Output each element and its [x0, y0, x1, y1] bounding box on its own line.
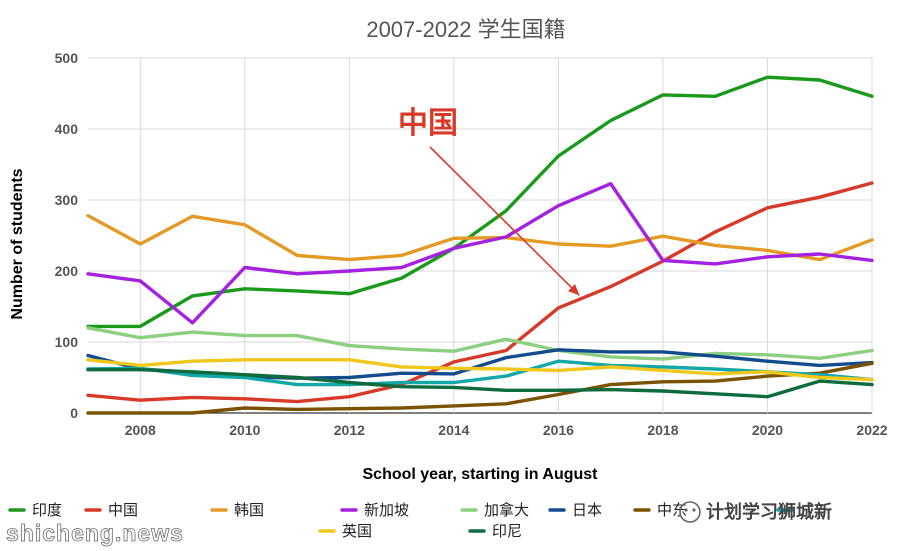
series-line: [86, 181, 874, 325]
series-lines: [86, 75, 874, 415]
series-line: [86, 75, 874, 329]
annotation-arrowhead: [567, 284, 580, 296]
series-line: [86, 359, 874, 387]
y-tick-label: 300: [55, 192, 79, 208]
x-tick-label: 2008: [125, 422, 156, 438]
series-line: [86, 213, 874, 262]
legend-label: 日本: [572, 502, 602, 519]
x-tick-label: 2012: [334, 422, 365, 438]
legend-label: 中国: [108, 502, 138, 519]
legend-label: 印度: [32, 502, 62, 519]
x-tick-label: 2010: [229, 422, 260, 438]
series-line: [86, 181, 874, 404]
series-line: [86, 361, 874, 415]
legend-label: 加拿大: [484, 501, 529, 519]
x-tick-label: 2022: [856, 422, 887, 438]
watermark-logo: [679, 501, 701, 523]
y-tick-label: 100: [55, 334, 79, 350]
y-tick-label: 200: [55, 263, 79, 279]
series-line: [86, 368, 874, 399]
x-tick-label: 2016: [543, 422, 574, 438]
y-tick-label: 500: [55, 50, 79, 66]
legend-label: 中东: [657, 502, 687, 519]
chart-title: 2007-2022 学生国籍: [366, 17, 565, 42]
y-axis-ticks: 0 100 200 300 400 500: [55, 50, 79, 421]
series-line: [86, 326, 874, 361]
series-line: [86, 358, 874, 382]
x-tick-label: 2014: [438, 422, 469, 438]
x-tick-label: 2018: [647, 422, 678, 438]
legend-label: 新加坡: [364, 502, 409, 519]
y-tick-label: 400: [55, 121, 79, 137]
legend-label: 印尼: [492, 523, 522, 540]
watermark-site: shicheng.news: [6, 520, 184, 546]
legend-label: 韩国: [234, 502, 264, 519]
x-axis-label: School year, starting in August: [363, 466, 599, 483]
y-tick-label: 0: [70, 405, 78, 421]
annotations: 中国: [398, 107, 580, 296]
watermark-text: 计划学习狮城新: [706, 501, 832, 522]
x-axis-ticks: 2008 2010 2012 2014 2016 2018 2020 2022: [125, 422, 888, 438]
legend-label: 英国: [342, 522, 372, 540]
annotation-arrow: [429, 146, 580, 296]
grid: [88, 57, 873, 414]
x-tick-label: 2020: [752, 422, 783, 438]
y-axis-label: Number of students: [9, 168, 26, 319]
annotation-label: 中国: [398, 107, 458, 140]
